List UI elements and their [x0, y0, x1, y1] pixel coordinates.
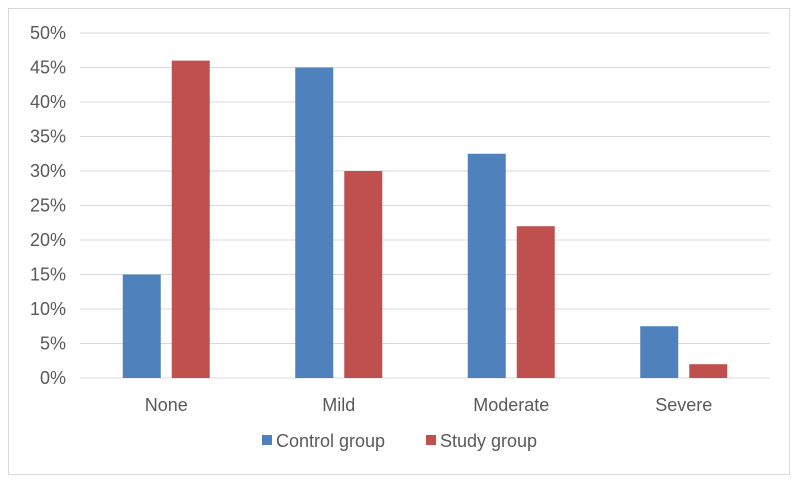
y-tick-label: 5% — [40, 334, 66, 354]
y-tick-label: 30% — [30, 161, 66, 181]
bar-control-group-none — [122, 274, 161, 378]
legend-label: Study group — [440, 431, 537, 451]
bar-study-group-moderate — [516, 226, 555, 378]
y-tick-label: 10% — [30, 299, 66, 319]
bars — [122, 60, 728, 378]
bar-control-group-mild — [295, 67, 334, 378]
y-tick-label: 20% — [30, 230, 66, 250]
legend-swatch — [262, 435, 272, 445]
chart-frame — [8, 8, 790, 475]
x-tick-label: Severe — [655, 395, 712, 415]
legend: Control group Study group — [262, 431, 537, 451]
y-tick-label: 0% — [40, 368, 66, 388]
bar-control-group-moderate — [467, 153, 506, 378]
y-tick-label: 35% — [30, 127, 66, 147]
x-tick-label: Moderate — [473, 395, 549, 415]
y-tick-label: 40% — [30, 92, 66, 112]
y-tick-label: 25% — [30, 196, 66, 216]
y-tick-label: 15% — [30, 265, 66, 285]
bar-study-group-none — [171, 60, 210, 378]
x-tick-label: Mild — [322, 395, 355, 415]
y-tick-label: 50% — [30, 23, 66, 43]
bar-study-group-severe — [689, 364, 728, 378]
y-axis: 0% 5% 10% 15% 20% 25% 30% 35% 40% 45% 50% — [30, 23, 66, 388]
legend-swatch — [426, 435, 436, 445]
bar-control-group-severe — [640, 326, 679, 378]
y-tick-label: 45% — [30, 58, 66, 78]
bar-study-group-mild — [344, 171, 383, 378]
x-tick-label: None — [145, 395, 188, 415]
legend-label: Control group — [276, 431, 385, 451]
x-axis: None Mild Moderate Severe — [145, 395, 713, 415]
